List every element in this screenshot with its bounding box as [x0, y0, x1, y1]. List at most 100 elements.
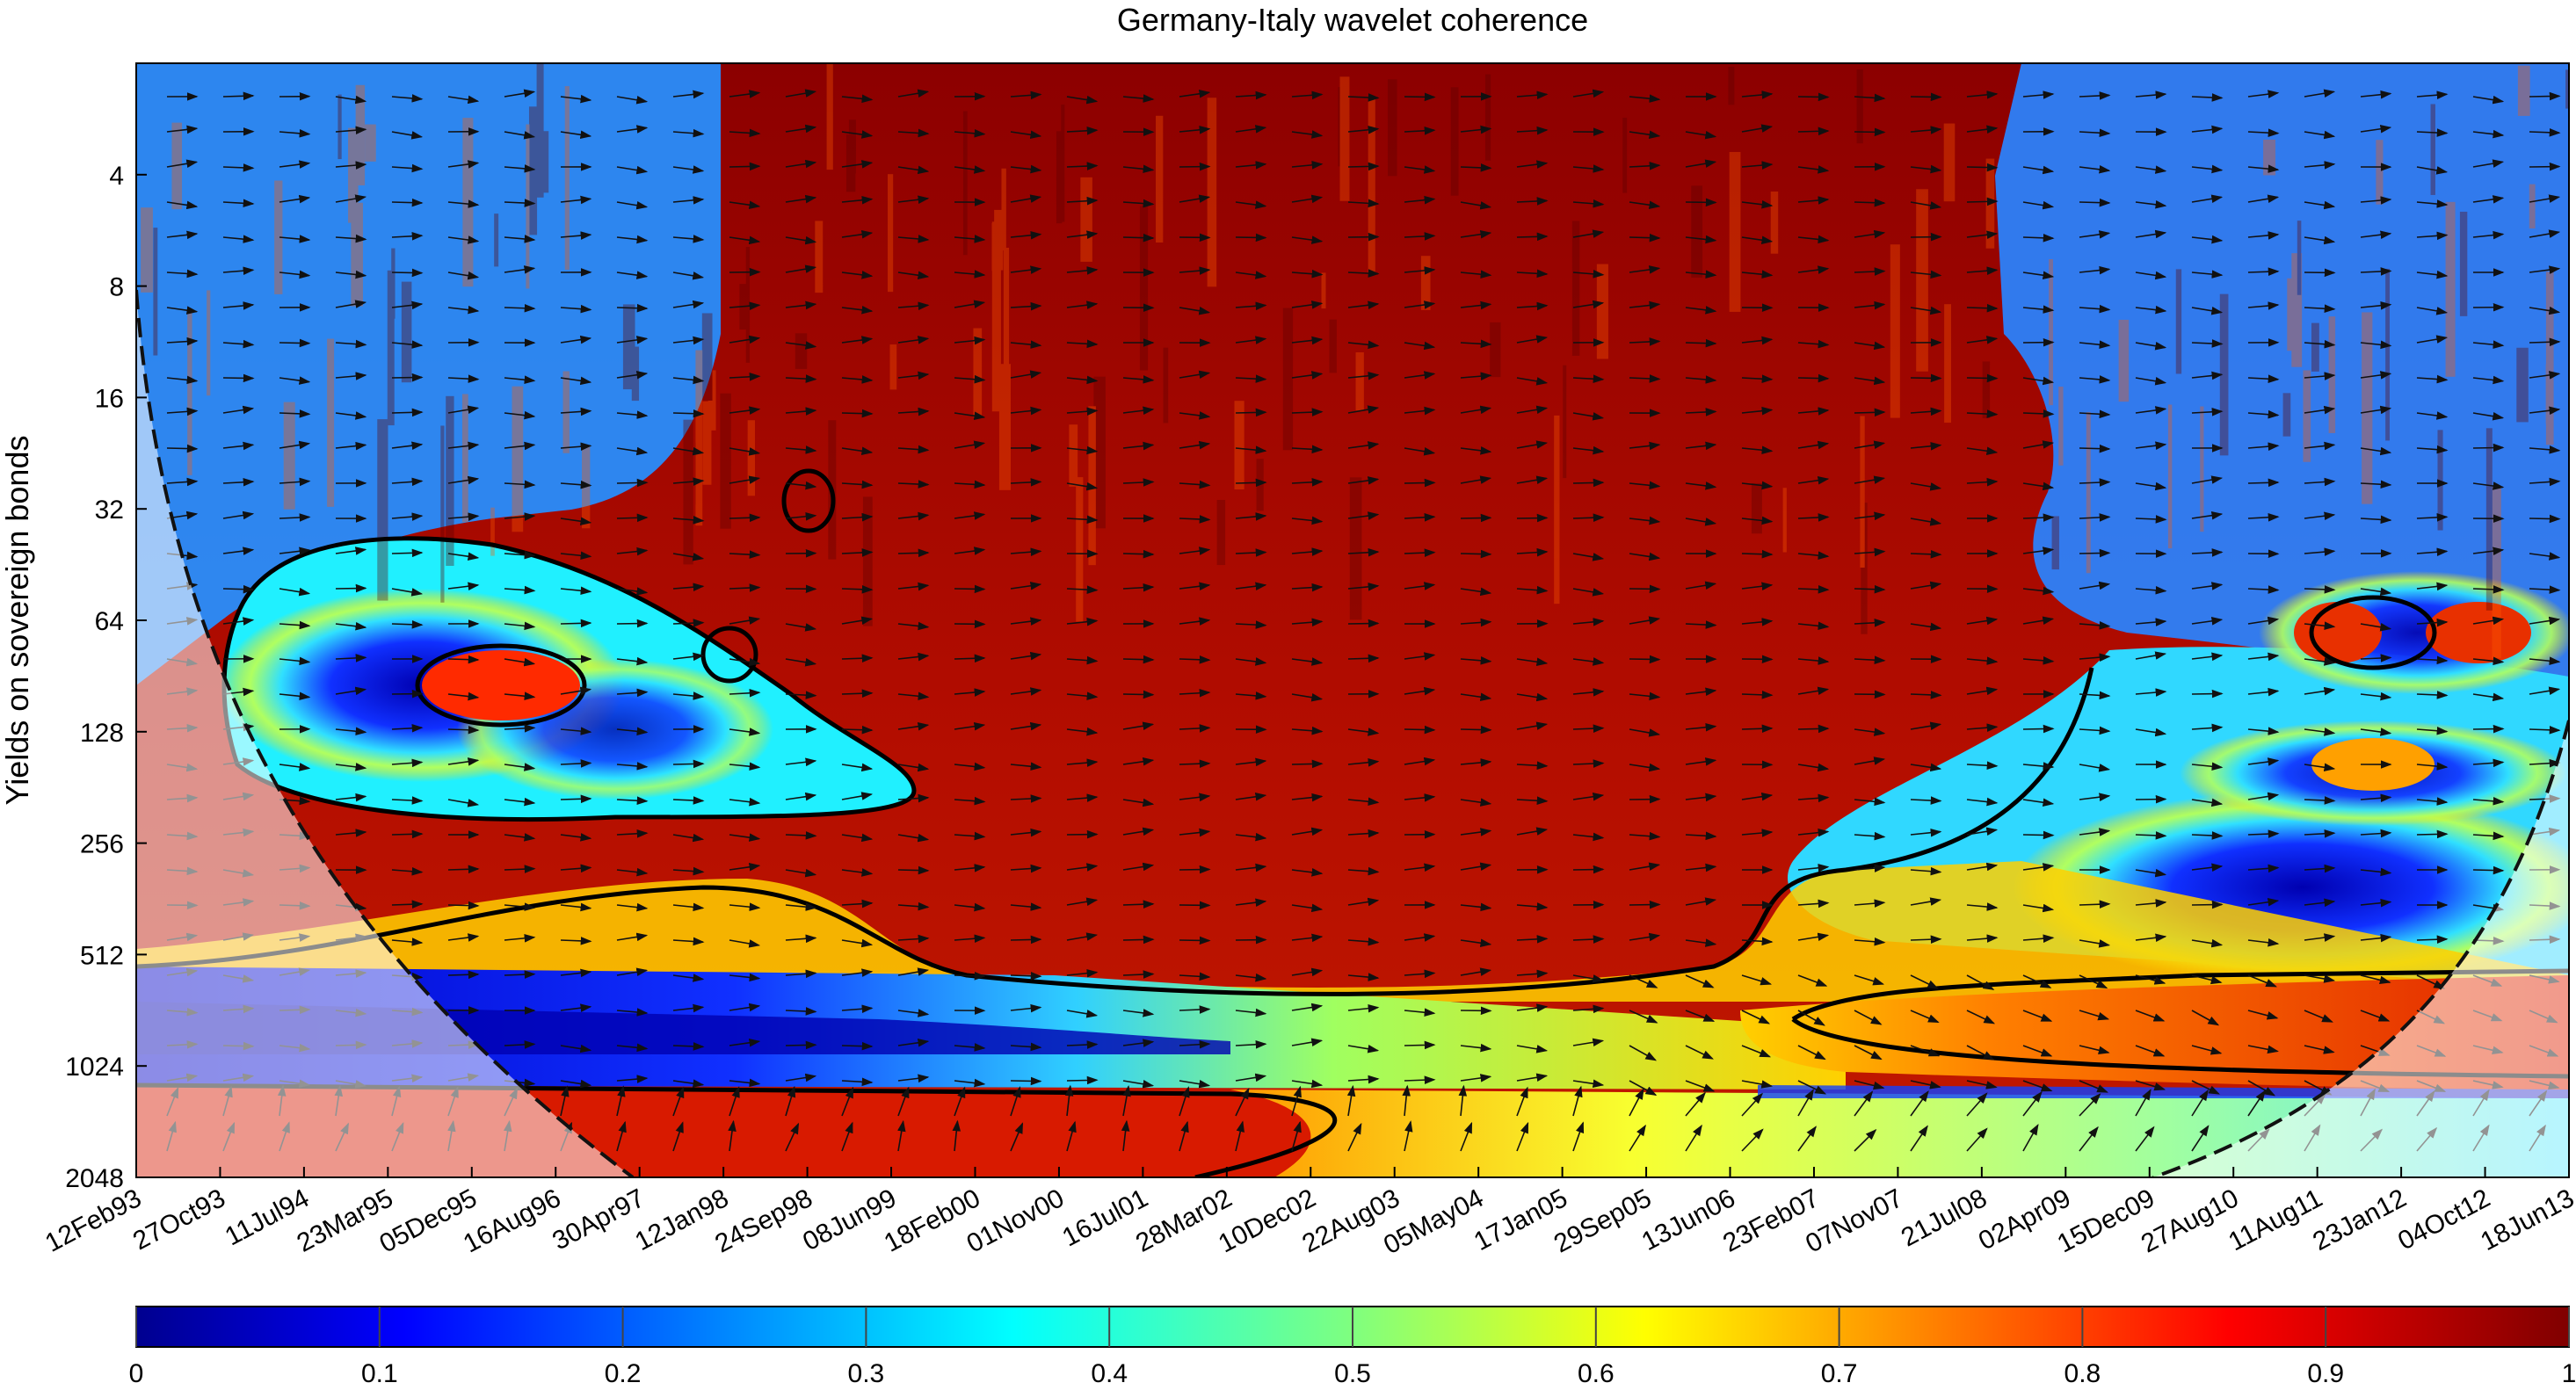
colorbar-tick-label: 0.1 — [361, 1359, 398, 1386]
phase-arrow — [1798, 378, 1828, 379]
coherence-streak — [2460, 212, 2467, 316]
x-tick-label: 24Sep98 — [710, 1184, 817, 1259]
phase-arrow — [2529, 342, 2559, 343]
coherence-streak — [541, 131, 548, 192]
phase-arrow — [1629, 237, 1659, 238]
coherence-streak — [1485, 75, 1491, 161]
coherence-streak — [388, 271, 395, 425]
phase-arrow — [1854, 589, 1884, 590]
coherence-streak — [748, 420, 755, 496]
phase-arrow — [1629, 589, 1659, 590]
y-tick-label: 4 — [109, 162, 124, 191]
coherence-streak — [1622, 118, 1627, 193]
coherence-streak — [1572, 221, 1579, 355]
coherence-streak — [2119, 320, 2130, 402]
x-tick-label: 30Apr97 — [548, 1184, 649, 1256]
coherence-heatmap — [136, 63, 2576, 1177]
phase-arrow — [561, 623, 591, 624]
coherence-streak — [2168, 405, 2172, 549]
phase-arrow — [1854, 412, 1884, 413]
x-tick-label: 27Oct93 — [128, 1184, 230, 1256]
coherence-streak — [1234, 401, 1244, 489]
phase-arrow — [786, 1045, 816, 1046]
x-tick-label: 16Aug96 — [459, 1184, 566, 1259]
phase-arrow — [1123, 237, 1153, 238]
coherence-streak — [695, 351, 702, 526]
x-tick-label: 29Sep05 — [1549, 1184, 1657, 1259]
coherence-streak — [2297, 221, 2302, 295]
coherence-streak — [1283, 308, 1293, 451]
phase-arrow — [1854, 202, 1884, 203]
phase-arrow — [673, 413, 703, 414]
coherence-streak — [1388, 79, 1397, 176]
coherence-streak — [1257, 459, 1264, 510]
phase-arrow — [2079, 553, 2109, 554]
y-axis-label: Yields on sovereign bonds — [0, 436, 35, 806]
coherence-streak — [1490, 322, 1500, 377]
phase-arrow — [561, 799, 591, 800]
coherence-streak — [2486, 428, 2493, 610]
x-tick-label: 27Aug10 — [2137, 1184, 2244, 1259]
phase-arrow — [1967, 378, 1997, 379]
coherence-streak — [1140, 206, 1148, 370]
x-tick-label: 21Jul08 — [1897, 1184, 1992, 1252]
phase-arrow — [1798, 97, 1828, 98]
phase-arrow — [1011, 939, 1041, 940]
coherence-streak — [1329, 320, 1336, 373]
y-tick-label: 8 — [109, 273, 124, 302]
coherence-streak — [1728, 67, 1734, 105]
coherence-streak — [1890, 244, 1900, 417]
phase-arrow — [1911, 97, 1941, 98]
coherence-streak — [1691, 185, 1702, 278]
phase-arrow — [1123, 694, 1153, 695]
coherence-streak — [1322, 272, 1326, 308]
colorbar-tick-label: 0.8 — [2064, 1359, 2101, 1386]
coherence-streak — [1004, 248, 1009, 387]
coherence-streak — [2052, 516, 2059, 569]
phase-arrow — [1236, 412, 1266, 413]
coherence-streak — [512, 387, 524, 532]
coherence-streak — [1056, 131, 1062, 223]
x-tick-label: 23Jan12 — [2308, 1184, 2411, 1256]
phase-arrow — [392, 412, 422, 413]
coherence-streak — [827, 63, 833, 170]
coherence-streak — [2437, 430, 2442, 530]
colorbar-tick-label: 0.9 — [2307, 1359, 2344, 1386]
phase-arrow — [2248, 482, 2278, 483]
coherence-streak — [153, 228, 157, 355]
phase-arrow — [898, 870, 928, 871]
phase-arrow — [1629, 904, 1659, 905]
x-tick-label: 01Nov00 — [962, 1184, 1070, 1259]
phase-arrow — [167, 448, 197, 449]
phase-arrow — [2417, 834, 2447, 835]
coherence-streak — [1597, 264, 1608, 359]
phase-arrow — [2192, 904, 2222, 905]
coherence-streak — [462, 118, 473, 286]
coherence-streak — [1208, 98, 1217, 286]
coherence-streak — [2049, 259, 2053, 405]
phase-arrow — [1686, 343, 1716, 344]
phase-arrow — [617, 482, 647, 483]
coherence-streak — [377, 419, 388, 600]
coherence-streak — [720, 394, 730, 529]
phase-arrow — [1236, 482, 1266, 483]
coherence-streak — [1421, 256, 1431, 310]
coherence-streak — [1752, 483, 1762, 533]
coherence-streak — [494, 214, 498, 266]
phase-arrow — [954, 658, 984, 659]
phase-arrow — [1348, 658, 1378, 659]
coherence-streak — [702, 402, 711, 485]
x-tick-label: 11Aug11 — [2224, 1184, 2327, 1256]
phase-arrow — [223, 378, 253, 379]
coherence-streak — [207, 290, 210, 395]
coherence-streak — [1080, 177, 1092, 262]
phase-arrow — [1404, 482, 1434, 483]
coherence-streak — [337, 95, 341, 160]
coherence-streak — [1164, 348, 1169, 424]
coherence-streak — [187, 308, 192, 475]
phase-arrow — [2473, 728, 2503, 729]
phase-arrow — [1404, 729, 1434, 730]
phase-arrow — [2473, 447, 2503, 448]
coherence-streak — [2431, 104, 2435, 194]
